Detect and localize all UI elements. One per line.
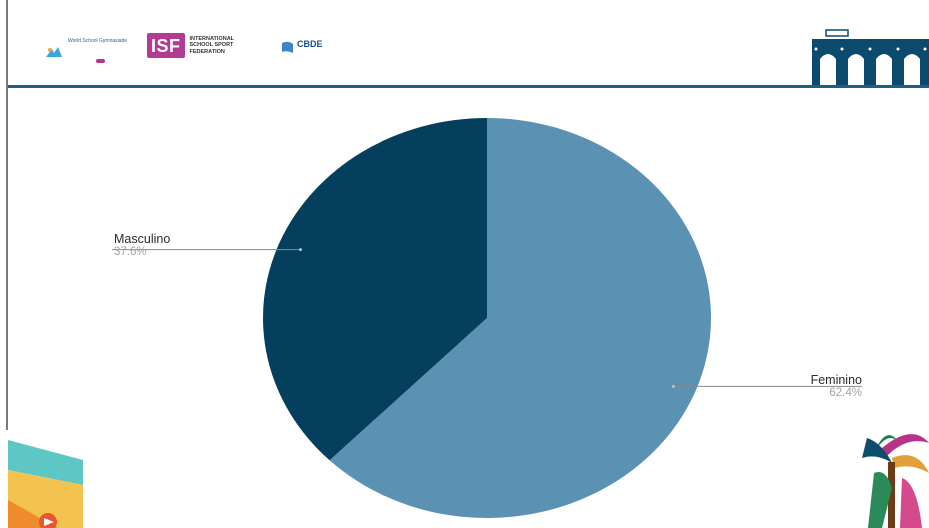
gymnasiade-logo: World School Gymnasiade xyxy=(44,38,127,68)
beach-decoration-icon xyxy=(8,440,83,528)
cbde-text: CBDE xyxy=(297,39,323,49)
label-masculino-pct: 37.6% xyxy=(114,246,147,258)
pie-slice-feminino xyxy=(329,118,712,518)
cbde-logo: CBDE xyxy=(281,40,323,54)
label-masculino: Masculino 37.6% xyxy=(114,233,170,259)
pie-slice-masculino xyxy=(263,117,487,461)
isf-badge: ISF xyxy=(147,33,185,58)
arch-building-icon xyxy=(812,29,929,87)
label-feminino: Feminino 62.4% xyxy=(797,374,862,400)
gymnasiade-pill xyxy=(96,59,105,63)
label-masculino-name: Masculino xyxy=(114,232,171,246)
isf-sub-line2: SCHOOL SPORT xyxy=(189,42,234,49)
label-feminino-pct: 62.4% xyxy=(829,387,862,399)
gymnasiade-logo-text: World School Gymnasiade xyxy=(68,38,128,44)
leader-dot-feminino xyxy=(671,384,675,388)
isf-sub-line1: INTERNATIONAL xyxy=(189,35,235,42)
gymnasiade-icon xyxy=(46,47,62,57)
header-rule xyxy=(8,85,929,88)
label-feminino-name: Feminino xyxy=(810,373,862,387)
left-rule xyxy=(6,0,8,430)
isf-sub-line3: FEDERATION xyxy=(189,48,225,55)
palm-decoration-icon xyxy=(862,434,929,528)
leader-dot-masculino xyxy=(299,248,303,252)
cbde-icon xyxy=(282,41,293,53)
isf-logo: ISF INTERNATIONAL SCHOOL SPORT FEDERATIO… xyxy=(147,33,234,58)
